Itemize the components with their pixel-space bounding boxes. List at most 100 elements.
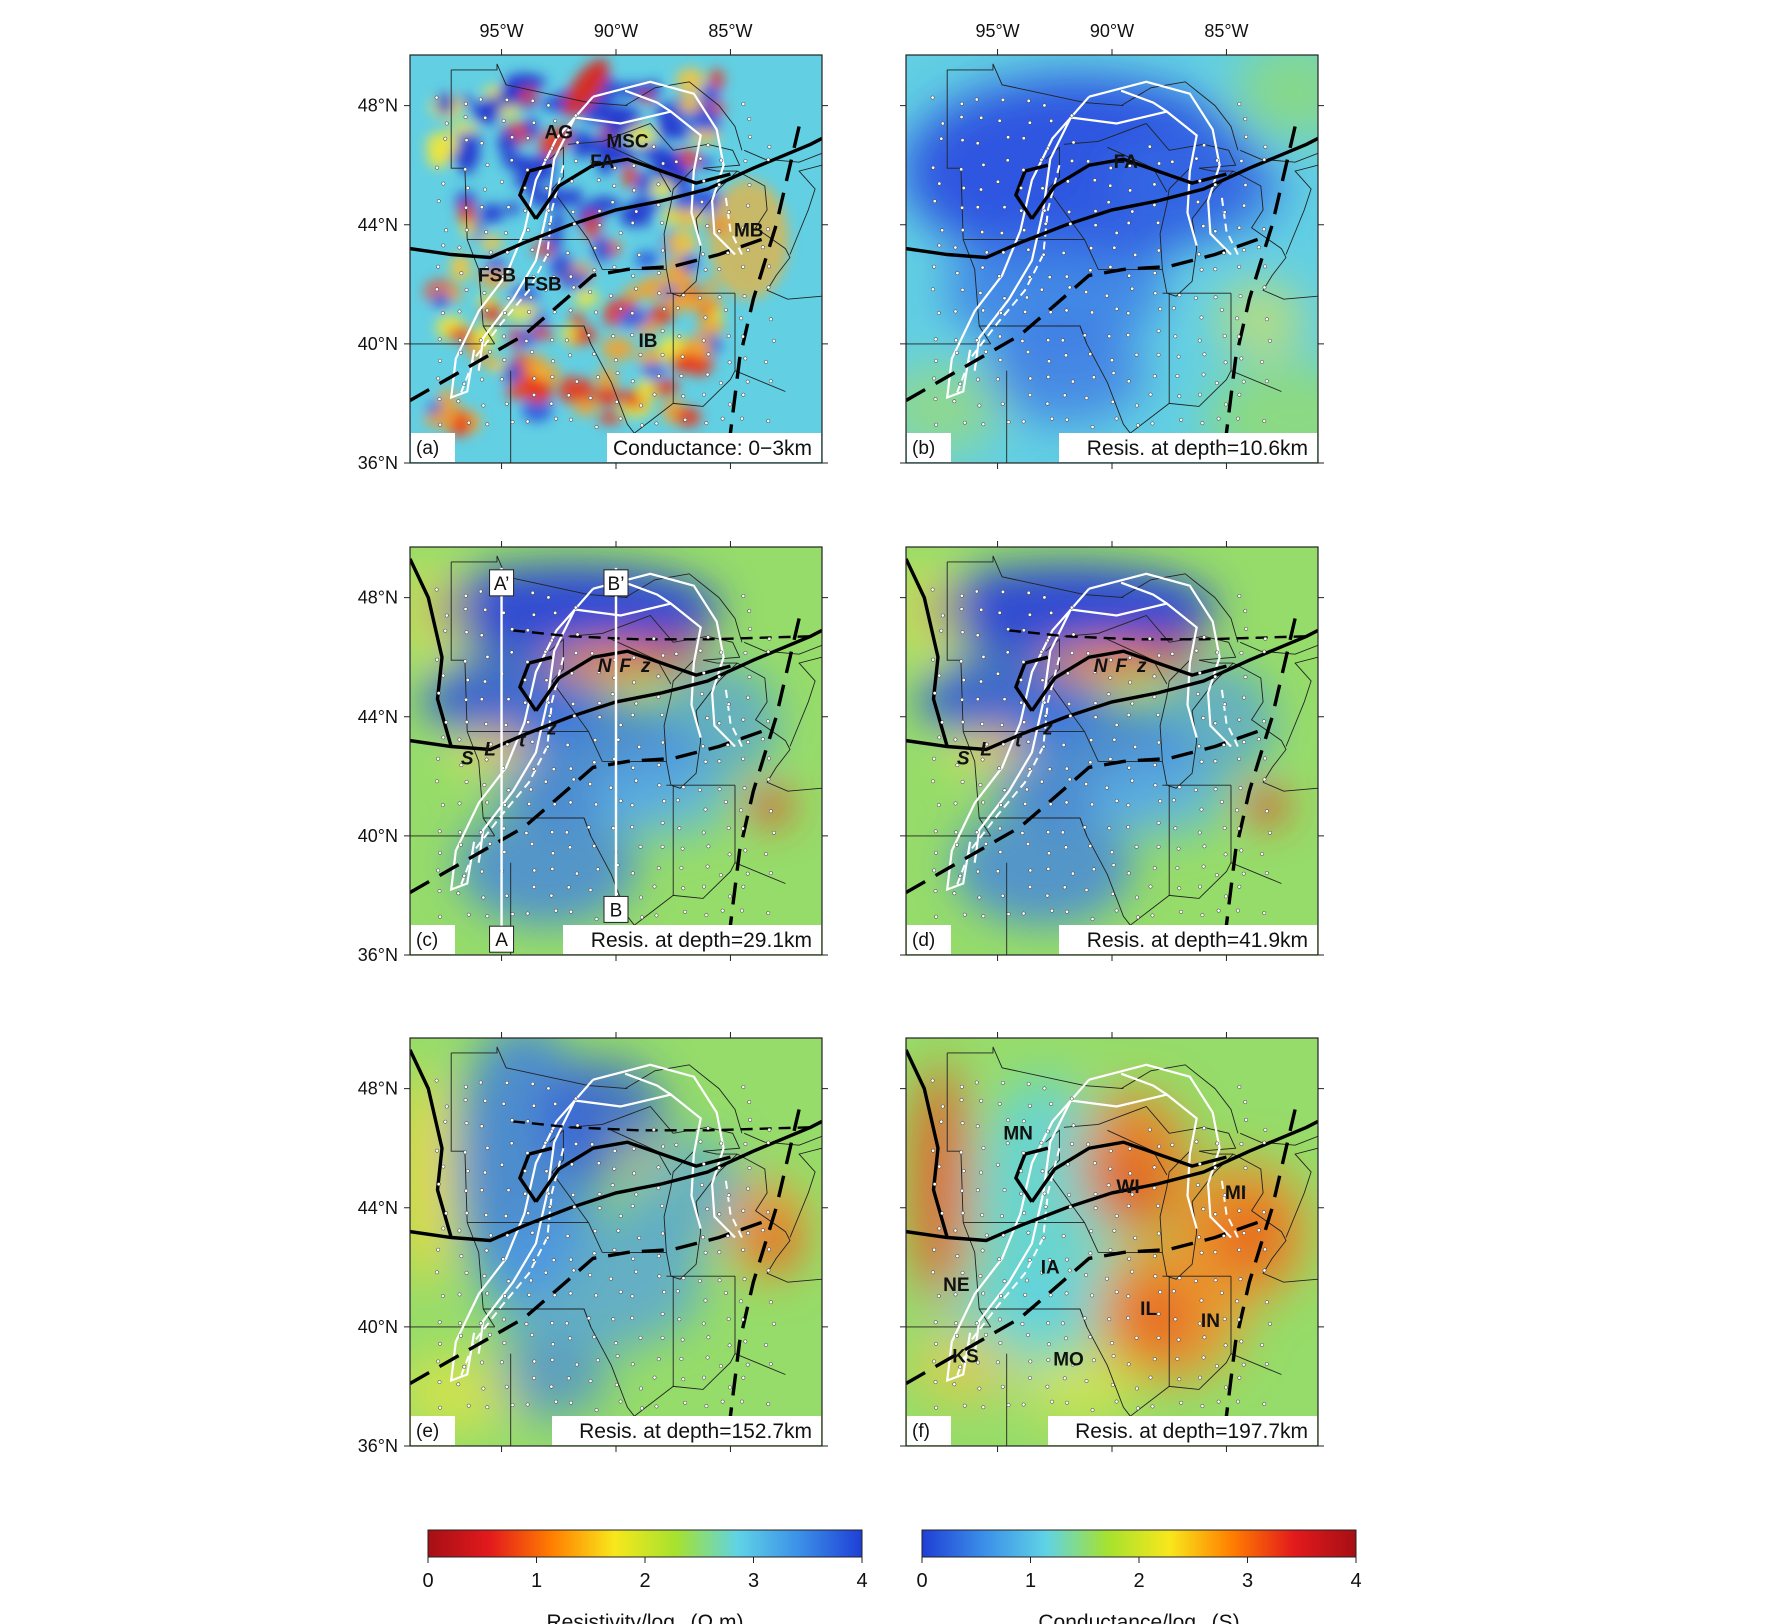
resistivity-anomaly <box>615 82 647 98</box>
coastline <box>789 656 822 747</box>
state-boundary <box>634 862 786 926</box>
mt-station <box>1156 248 1161 253</box>
mt-station <box>1237 1247 1242 1252</box>
mt-station <box>482 1274 487 1278</box>
coastline <box>624 573 743 643</box>
mt-station <box>510 1118 515 1123</box>
mt-station <box>618 416 623 421</box>
mt-station <box>1114 1214 1119 1218</box>
mt-station <box>441 735 446 740</box>
mt-station <box>1262 285 1267 290</box>
mt-station <box>1093 1192 1098 1197</box>
coastline <box>663 659 695 762</box>
mt-station <box>436 199 441 204</box>
mt-station <box>931 165 936 170</box>
mt-station <box>1019 1191 1024 1196</box>
mt-station <box>572 1205 577 1209</box>
mt-station <box>1070 158 1074 163</box>
mt-station <box>1236 334 1241 339</box>
mt-station <box>1026 98 1031 103</box>
map-linework <box>410 63 822 463</box>
mt-station <box>532 1359 537 1364</box>
mt-station <box>768 809 773 814</box>
mt-station <box>457 245 462 250</box>
mt-station <box>741 756 746 761</box>
mt-station <box>630 1316 635 1321</box>
mt-station <box>613 358 618 363</box>
mt-station <box>1104 1276 1109 1281</box>
mt-station <box>531 1258 536 1262</box>
mt-station <box>1042 208 1047 213</box>
rift-outline <box>1120 581 1168 605</box>
mt-station <box>1238 1277 1243 1282</box>
mt-station <box>959 101 964 106</box>
mt-station <box>444 720 449 725</box>
inferred-boundary <box>728 1109 801 1417</box>
mt-station <box>1024 787 1029 792</box>
mt-station <box>510 1403 515 1408</box>
colorbar-label-prefix: Resistivity/log <box>547 1611 675 1624</box>
mt-station <box>1002 1188 1007 1193</box>
mt-station <box>939 628 944 633</box>
mt-station <box>981 1291 986 1296</box>
mt-station <box>705 372 710 377</box>
mt-station <box>1092 670 1097 675</box>
mt-station <box>440 803 445 807</box>
mt-station <box>1236 826 1241 831</box>
mt-station <box>703 759 708 764</box>
mt-station <box>464 1121 469 1126</box>
mt-station <box>543 157 548 162</box>
map-annotation: MO <box>1053 1350 1084 1371</box>
mt-station <box>725 251 730 255</box>
mt-station <box>440 1294 445 1298</box>
mt-station <box>1126 311 1131 316</box>
mt-station <box>740 334 745 339</box>
mt-station <box>505 742 510 747</box>
mt-station <box>1236 1317 1241 1322</box>
mt-station <box>660 1311 665 1316</box>
mt-station <box>543 1140 548 1145</box>
mt-station <box>977 895 982 900</box>
mt-station <box>981 308 986 313</box>
mt-station <box>931 1148 936 1153</box>
mt-station <box>553 1399 558 1404</box>
mt-station <box>930 587 935 592</box>
mt-station <box>1157 1144 1162 1149</box>
mt-station <box>1135 1406 1140 1411</box>
resistivity-anomaly <box>450 121 478 136</box>
mt-station <box>1126 825 1131 830</box>
resistivity-anomaly <box>1122 1277 1193 1358</box>
mt-station <box>1023 1292 1028 1297</box>
mt-station <box>1046 374 1051 379</box>
panel-label: (b) <box>912 438 935 459</box>
mt-station <box>1086 1142 1091 1147</box>
mt-station <box>553 118 558 123</box>
tectonic-boundary <box>906 628 1318 752</box>
mt-station <box>545 252 550 257</box>
mt-station <box>974 1080 979 1085</box>
mt-station <box>934 914 939 919</box>
mt-station <box>983 1332 988 1337</box>
lat-tick-label: 36°N <box>358 945 398 965</box>
mt-station <box>1086 159 1091 164</box>
mt-station <box>483 187 487 192</box>
mt-station <box>660 248 665 253</box>
mt-stations <box>434 95 776 430</box>
mt-station <box>979 1170 983 1175</box>
mt-station <box>1196 1183 1200 1187</box>
mt-station <box>1064 417 1069 422</box>
mt-station <box>1128 188 1133 193</box>
coastline <box>624 81 743 151</box>
mt-station <box>438 914 443 919</box>
mt-station <box>574 650 578 655</box>
mt-station <box>1041 252 1046 257</box>
mt-station <box>933 1320 938 1325</box>
mt-station <box>568 308 573 313</box>
mt-station <box>1126 871 1131 876</box>
mt-station <box>1216 1399 1221 1404</box>
mt-station <box>727 852 732 857</box>
mt-station <box>1005 158 1010 163</box>
craton-boundary <box>906 1049 949 1238</box>
mt-station <box>550 866 555 871</box>
colorbar-label-suffix: (Ω.m) <box>690 1611 743 1624</box>
